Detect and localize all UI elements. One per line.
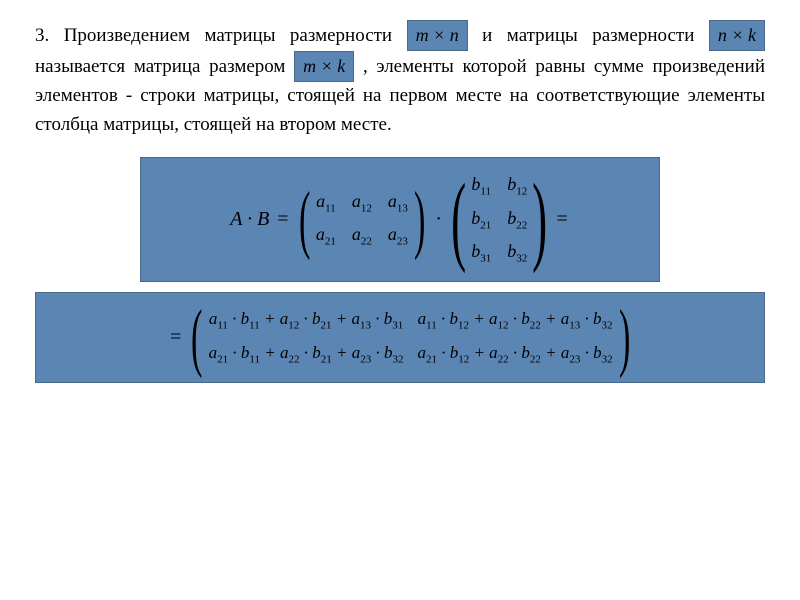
matrix-b-body: b11 b12 b21 b22 b31 b32 bbox=[467, 168, 531, 271]
equals-tail: = bbox=[555, 208, 570, 231]
paren-right-icon: ) bbox=[619, 303, 630, 372]
equation-ab: A · B = ( a11 a12 a13 a21 a22 a23 ) · ( … bbox=[155, 168, 645, 271]
a-cell: a22 bbox=[352, 224, 372, 248]
paren-left-icon: ( bbox=[451, 168, 466, 271]
matrix-c: ( a11 · b11 + a12 · b21 + a13 · b31 a11 … bbox=[189, 303, 632, 372]
b-cell: b21 bbox=[471, 208, 491, 232]
equals-1: = bbox=[275, 208, 290, 231]
para-text-2: и матрицы размерности bbox=[468, 25, 709, 46]
b-cell: b22 bbox=[507, 208, 527, 232]
b-cell: b11 bbox=[471, 174, 491, 198]
a-cell: a23 bbox=[388, 224, 408, 248]
formula-box-result: = ( a11 · b11 + a12 · b21 + a13 · b31 a1… bbox=[35, 292, 765, 383]
formula-box-product: A · B = ( a11 a12 a13 a21 a22 a23 ) · ( … bbox=[140, 157, 660, 282]
paren-right-icon: ) bbox=[414, 185, 425, 254]
dim-chip-mk: m × k bbox=[294, 51, 354, 82]
c-cell: a21 · b12 + a22 · b22 + a23 · b32 bbox=[417, 343, 612, 365]
c-cell: a11 · b12 + a12 · b22 + a13 · b32 bbox=[417, 309, 612, 331]
para-text-3: называется матрица размером bbox=[35, 56, 294, 77]
matrix-a: ( a11 a12 a13 a21 a22 a23 ) bbox=[297, 185, 428, 254]
b-cell: b32 bbox=[507, 241, 527, 265]
lhs-ab: A · B bbox=[230, 208, 269, 231]
b-cell: b31 bbox=[471, 241, 491, 265]
a-cell: a12 bbox=[352, 191, 372, 215]
equals-lead: = bbox=[168, 326, 183, 349]
a-cell: a21 bbox=[316, 224, 336, 248]
equation-result: = ( a11 · b11 + a12 · b21 + a13 · b31 a1… bbox=[46, 303, 754, 372]
definition-paragraph: 3. Произведением матрицы размерности m ×… bbox=[35, 20, 765, 139]
b-cell: b12 bbox=[507, 174, 527, 198]
para-text-1: Произведением матрицы размерности bbox=[49, 25, 406, 46]
paren-right-icon: ) bbox=[532, 168, 547, 271]
a-cell: a11 bbox=[316, 191, 336, 215]
dim-chip-nk: n × k bbox=[709, 20, 765, 51]
c-cell: a21 · b11 + a22 · b21 + a23 · b32 bbox=[209, 343, 404, 365]
dot-op: · bbox=[433, 208, 444, 231]
dim-chip-mn: m × n bbox=[407, 20, 468, 51]
a-cell: a13 bbox=[388, 191, 408, 215]
matrix-b: ( b11 b12 b21 b22 b31 b32 ) bbox=[450, 168, 549, 271]
item-number: 3. bbox=[35, 25, 49, 46]
matrix-c-body: a11 · b11 + a12 · b21 + a13 · b31 a11 · … bbox=[205, 303, 617, 372]
paren-left-icon: ( bbox=[299, 185, 310, 254]
matrix-a-body: a11 a12 a13 a21 a22 a23 bbox=[312, 185, 412, 254]
paren-left-icon: ( bbox=[191, 303, 202, 372]
c-cell: a11 · b11 + a12 · b21 + a13 · b31 bbox=[209, 309, 404, 331]
